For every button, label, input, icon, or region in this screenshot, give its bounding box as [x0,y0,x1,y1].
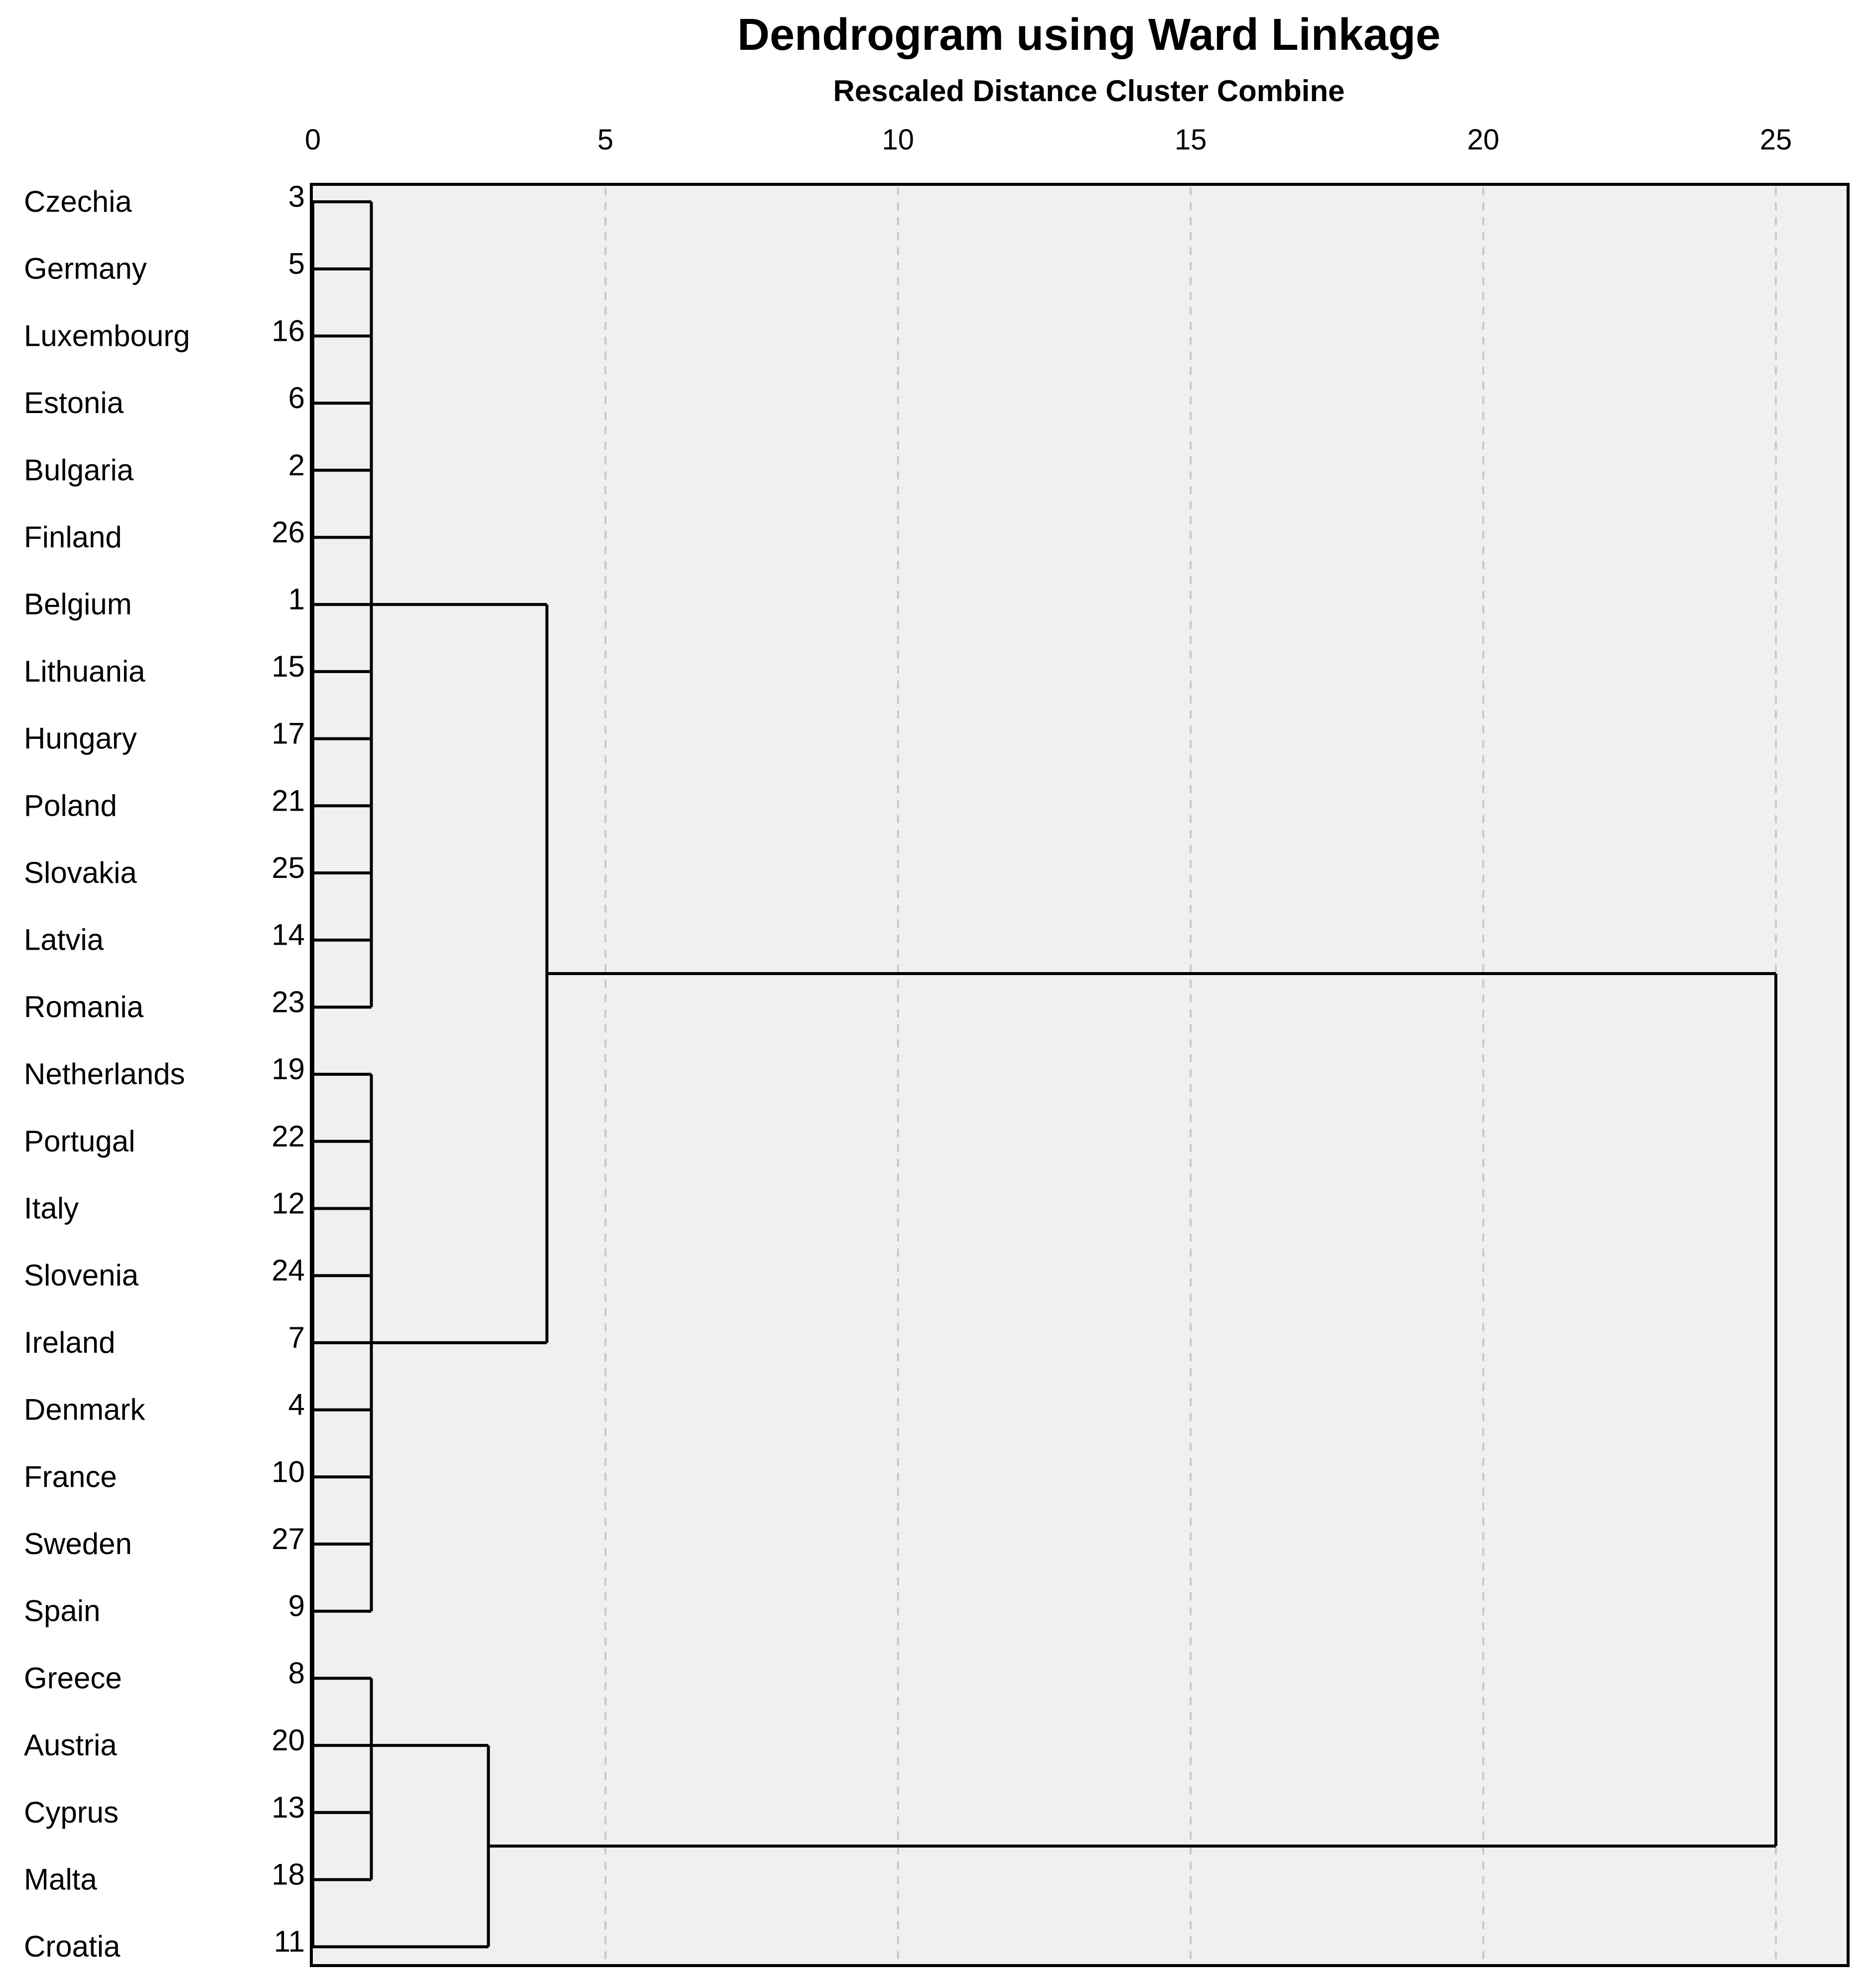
leaf-id-label: 4 [288,1388,305,1421]
leaf-id-label: 12 [271,1187,305,1220]
x-tick-label: 10 [882,124,915,156]
leaf-id-label: 27 [271,1522,305,1556]
leaf-name-label: Spain [24,1594,100,1628]
plot-area [310,183,1850,1967]
x-tick-label: 15 [1175,124,1207,156]
leaf-id-label: 2 [288,448,305,482]
leaf-id-label: 11 [274,1925,305,1958]
leaf-id-label: 16 [271,314,305,347]
leaf-id-label: 13 [271,1791,305,1824]
leaf-name-label: Latvia [24,923,104,957]
leaf-name-label: Bulgaria [24,453,134,487]
x-tick-label: 25 [1760,124,1792,156]
leaf-name-label: Romania [24,990,144,1023]
leaf-name-label: Sweden [24,1527,132,1561]
leaf-id-label: 8 [288,1656,305,1690]
leaf-name-label: Luxembourg [24,319,190,352]
dendrogram-links [311,200,1777,1949]
leaf-id-label: 17 [271,717,305,750]
leaf-id-label: 15 [271,650,305,683]
leaf-id-label: 7 [288,1321,305,1354]
leaf-name-label: Greece [24,1661,122,1695]
leaf-name-label: Croatia [24,1930,121,1963]
leaf-id-label: 22 [271,1120,305,1153]
leaf-id-label: 26 [271,516,305,549]
leaf-id-label: 5 [288,247,305,281]
x-tick-label: 5 [597,124,613,156]
leaf-name-label: Malta [24,1863,97,1896]
leaf-name-label: Netherlands [24,1057,185,1091]
leaf-id-label: 14 [271,918,305,952]
leaf-id-label: 10 [271,1455,305,1488]
leaf-name-label: Ireland [24,1326,115,1359]
leaf-name-label: Cyprus [24,1796,119,1829]
leaf-name-label: Estonia [24,386,124,420]
leaf-id-label: 18 [271,1858,305,1891]
x-axis-ticks: 0 5 10 15 20 25 [305,124,1792,156]
leaf-id-label: 1 [288,582,305,616]
leaf-name-label: Slovenia [24,1259,139,1292]
leaf-name-label: Portugal [24,1125,135,1158]
leaf-name-label: Slovakia [24,856,137,889]
leaf-name-label: Poland [24,789,117,822]
leaf-id-label: 24 [271,1254,305,1287]
leaf-id-label: 23 [271,985,305,1018]
leaf-name-label: Czechia [24,185,132,218]
leaf-id-label: 21 [271,784,305,817]
leaf-id-label: 19 [271,1052,305,1086]
chart-subtitle: Rescaled Distance Cluster Combine [833,74,1344,108]
leaf-id-label: 9 [288,1589,305,1623]
leaf-name-label: Belgium [24,587,132,621]
leaf-id-label: 3 [288,180,305,213]
leaf-name-label: Germany [24,252,147,285]
x-tick-label: 0 [305,124,321,156]
leaf-name-label: Denmark [24,1393,145,1426]
x-tick-label: 20 [1467,124,1499,156]
leaf-name-label: Lithuania [24,655,145,688]
leaf-id-label: 20 [271,1723,305,1757]
leaf-id-label: 25 [271,851,305,884]
leaf-labels: Czechia 3 Germany 5 Luxembourg 16 Estonia 6 Bulg… [24,180,305,1963]
chart-title: Dendrogram using Ward Linkage [737,10,1441,60]
leaf-name-label: Austria [24,1728,117,1762]
leaf-name-label: Finland [24,521,122,554]
leaf-id-label: 6 [288,381,305,415]
leaf-name-label: Hungary [24,722,137,755]
leaf-name-label: Italy [24,1192,79,1225]
leaf-name-label: France [24,1460,117,1493]
